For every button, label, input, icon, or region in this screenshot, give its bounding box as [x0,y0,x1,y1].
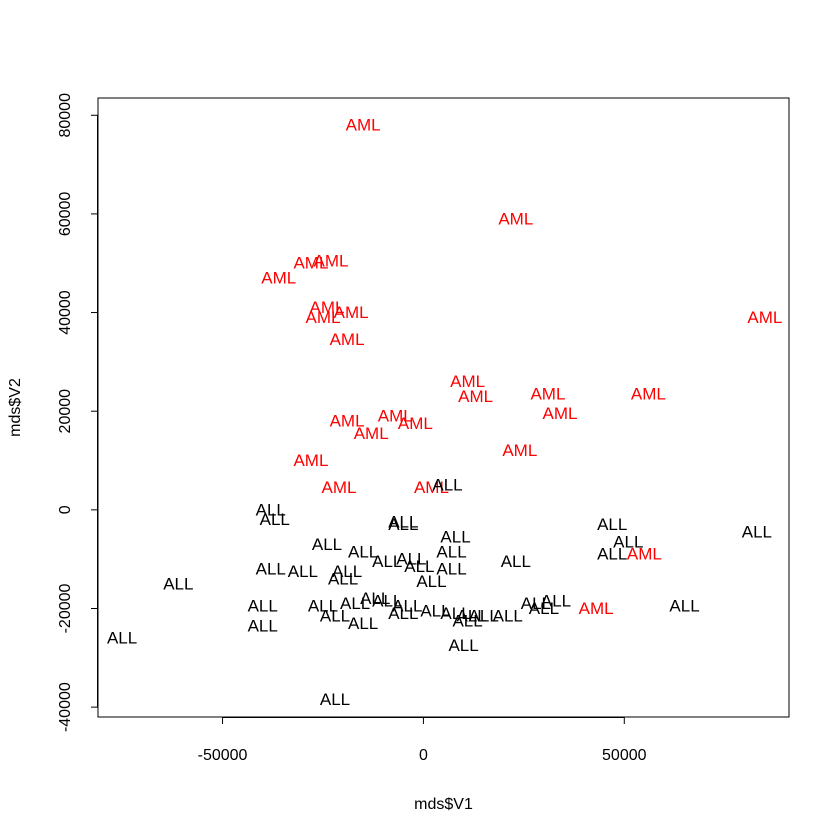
plot-frame [97,97,790,718]
point-label-all: ALL [452,611,482,630]
point-label-aml: AML [346,116,381,135]
x-tick-label: 50000 [602,747,647,764]
y-axis-title: mds$V2 [7,378,24,437]
point-label-all: ALL [529,599,559,618]
point-label-all: ALL [360,589,390,608]
point-label-all: ALL [501,552,531,571]
point-label-all: ALL [320,606,350,625]
point-label-aml: AML [398,414,433,433]
point-label-aml: AML [378,407,413,426]
point-label-all: ALL [372,552,402,571]
point-label-all: ALL [541,592,571,611]
point-label-all: ALL [742,523,772,542]
point-label-aml: AML [334,303,369,322]
x-tick-label: 0 [419,747,428,764]
point-label-all: ALL [436,560,466,579]
y-tick-label: 20000 [57,389,74,434]
y-tick-label: -20000 [57,583,74,633]
y-tick-label: 0 [57,505,74,514]
point-label-all: ALL [256,560,286,579]
point-label-aml: AML [498,209,533,228]
point-label-aml: AML [310,298,345,317]
point-label-aml: AML [631,384,666,403]
point-label-all: ALL [493,606,523,625]
point-label-all: ALL [432,476,462,495]
point-label-aml: AML [530,384,565,403]
y-tick-label: 60000 [57,192,74,237]
point-label-all: ALL [396,550,426,569]
point-label-all: ALL [388,515,418,534]
point-label-aml: AML [322,478,357,497]
point-label-aml: AML [354,424,389,443]
point-label-aml: AML [450,372,485,391]
point-label-all: ALL [372,592,402,611]
point-label-aml: AML [314,251,349,270]
point-label-all: ALL [597,515,627,534]
point-label-all: ALL [107,629,137,648]
point-label-aml: AML [261,269,296,288]
point-label-aml: AML [305,308,340,327]
point-label-aml: AML [293,451,328,470]
point-label-all: ALL [440,527,470,546]
x-axis: -50000 0 50000 [198,717,647,764]
point-label-all: ALL [456,606,486,625]
point-label-all: ALL [404,557,434,576]
y-tick-label: 80000 [57,93,74,138]
x-tick-label: -50000 [198,747,248,764]
point-label-all: ALL [436,542,466,561]
point-label-all: ALL [388,513,418,532]
point-label-all: ALL [332,562,362,581]
point-label-all: ALL [308,597,338,616]
point-label-all: ALL [597,545,627,564]
point-label-aml: AML [414,478,449,497]
point-label-all: ALL [420,601,450,620]
point-label-aml: AML [330,412,365,431]
point-label-all: ALL [248,597,278,616]
point-label-all: ALL [348,542,378,561]
point-label-aml: AML [579,599,614,618]
point-label-aml: AML [627,545,662,564]
point-label-aml: AML [502,441,537,460]
point-label-all: ALL [448,636,478,655]
point-label-all: ALL [320,690,350,709]
point-label-all: ALL [328,569,358,588]
point-label-all: ALL [613,532,643,551]
point-label-aml: AML [747,308,782,327]
x-axis-title: mds$V1 [414,796,473,813]
point-label-all: ALL [260,510,290,529]
point-label-all: ALL [340,594,370,613]
point-label-all: ALL [388,604,418,623]
point-label-all: ALL [392,597,422,616]
point-label-all: ALL [312,535,342,554]
point-label-all: ALL [163,574,193,593]
point-label-all: ALL [669,597,699,616]
point-label-all: ALL [440,604,470,623]
point-label-aml: AML [293,254,328,273]
y-axis: -40000 -20000 0 20000 40000 60000 80000 [57,93,98,732]
y-tick-label: 40000 [57,290,74,335]
point-label-all: ALL [416,572,446,591]
point-label-aml: AML [330,330,365,349]
point-label-aml: AML [543,404,578,423]
point-label-all: ALL [256,500,286,519]
point-label-aml: AML [458,387,493,406]
point-label-all: ALL [288,562,318,581]
point-label-all: ALL [348,614,378,633]
point-label-all: ALL [469,606,499,625]
point-label-all: ALL [521,594,551,613]
point-label-all: ALL [248,616,278,635]
y-tick-label: -40000 [57,682,74,732]
